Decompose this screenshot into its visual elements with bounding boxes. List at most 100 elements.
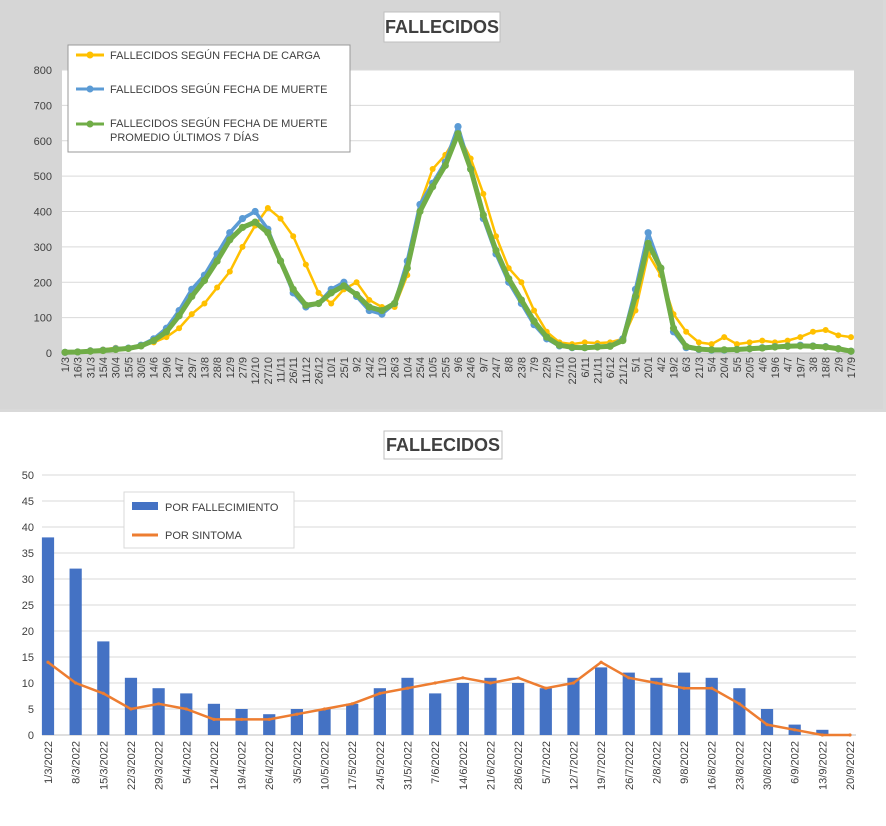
data-point (822, 343, 830, 351)
x-tick-label: 8/3/2022 (71, 741, 83, 784)
bar (622, 672, 635, 735)
data-point (544, 686, 548, 690)
data-point (403, 264, 411, 272)
y-tick-label: 700 (34, 100, 52, 112)
data-point (340, 282, 348, 290)
x-tick-label: 6/9/2022 (790, 741, 802, 784)
data-point (488, 681, 493, 685)
bar (816, 729, 829, 735)
data-point (188, 311, 195, 318)
data-point (315, 289, 322, 296)
x-tick-label: 26/12 (314, 357, 326, 385)
data-point (784, 337, 791, 344)
data-point (46, 660, 50, 664)
y-tick-label: 100 (34, 313, 52, 325)
x-tick-label: 26/3 (390, 357, 402, 378)
x-tick-label: 17/9 (846, 357, 858, 378)
data-point (797, 334, 804, 341)
x-tick-label: 19/7/2022 (596, 741, 608, 790)
x-tick-label: 24/5/2022 (375, 741, 387, 790)
x-tick-label: 23/8/2022 (734, 741, 746, 790)
bar (677, 672, 691, 735)
legend-label-promedio-line2: PROMEDIO ÚLTIMOS 7 DÍAS (110, 131, 259, 144)
data-point (543, 333, 551, 341)
data-point (86, 347, 94, 355)
x-tick-label: 16/3 (73, 357, 85, 378)
data-point (289, 285, 297, 293)
y-tick-label: 500 (34, 171, 52, 183)
x-tick-label: 26/4/2022 (264, 741, 276, 790)
x-tick-label: 10/5/2022 (320, 741, 332, 790)
x-tick-label: 3/8 (808, 357, 820, 372)
bar (41, 537, 55, 735)
bar (263, 714, 276, 735)
x-tick-label: 15/4 (98, 357, 110, 378)
x-tick-label: 12/9 (225, 357, 237, 378)
data-point (669, 324, 678, 332)
chart-bottom-legend (123, 491, 295, 549)
x-tick-label: 17/5/2022 (347, 741, 359, 790)
chart-panel-bottom: FALLECIDOS 0 5 10 15 20 25 30 35 40 45 50 1/3/2022… (0, 415, 886, 826)
x-tick-label: 7/6/2022 (430, 741, 442, 784)
data-point (822, 327, 829, 334)
data-point (137, 342, 145, 350)
series-bars (41, 537, 829, 735)
data-point (571, 681, 576, 685)
x-tick-label: 29/7 (187, 357, 199, 378)
data-point (606, 342, 614, 350)
data-point (433, 681, 437, 685)
bar (705, 677, 718, 735)
data-point (479, 211, 487, 219)
x-tick-label: 14/7 (174, 357, 186, 378)
data-point (720, 346, 728, 354)
bar (69, 568, 82, 735)
chart-top-title: FALLECIDOS (385, 17, 499, 37)
data-point (733, 345, 741, 354)
x-tick-label: 13/9/2022 (817, 741, 829, 790)
legend-label-fallecimiento: POR FALLECIMIENTO (165, 502, 279, 514)
data-point (150, 337, 158, 345)
data-point (238, 214, 247, 223)
x-tick-label: 27/10 (263, 357, 275, 385)
data-point (276, 257, 285, 265)
y-tick-label: 10 (22, 678, 34, 690)
data-point (531, 307, 538, 314)
data-point (429, 183, 437, 191)
data-point (683, 328, 690, 335)
data-point (157, 702, 161, 706)
data-point (264, 204, 271, 211)
data-point (366, 296, 373, 303)
x-tick-label: 20/9/2022 (845, 741, 857, 790)
chart-top-title-box (383, 11, 501, 43)
data-point (721, 334, 728, 341)
x-tick-label: 11/11 (276, 357, 288, 383)
x-tick-label: 20/1 (643, 357, 655, 378)
data-point (746, 339, 753, 346)
y-tick-label: 20 (22, 626, 34, 638)
data-point (848, 334, 854, 341)
x-tick-label: 6/11 (580, 357, 592, 378)
x-tick-label: 30/5 (136, 357, 148, 378)
data-point (467, 165, 475, 173)
data-point (441, 161, 449, 170)
x-tick-label: 19/7 (795, 357, 807, 378)
data-point (517, 296, 525, 304)
bar (180, 693, 193, 735)
data-point (226, 229, 234, 237)
bar (484, 677, 497, 735)
x-tick-label: 7/10 (554, 357, 566, 378)
x-tick-label: 20/4 (719, 357, 731, 378)
data-point (129, 707, 133, 711)
data-point (759, 337, 766, 344)
x-tick-label: 19/2 (669, 357, 681, 378)
x-tick-label: 30/8/2022 (762, 741, 774, 790)
bar (539, 688, 552, 735)
legend-item-muerte: FALLECIDOS SEGÚN FECHA DE MUERTE (76, 83, 327, 96)
x-tick-label: 7/9 (529, 357, 541, 372)
data-point (834, 345, 842, 353)
y-tick-label: 30 (22, 574, 34, 586)
data-point (619, 337, 627, 345)
data-point (188, 292, 196, 300)
data-point (708, 341, 715, 348)
x-tick-label: 3/5/2022 (292, 741, 304, 784)
